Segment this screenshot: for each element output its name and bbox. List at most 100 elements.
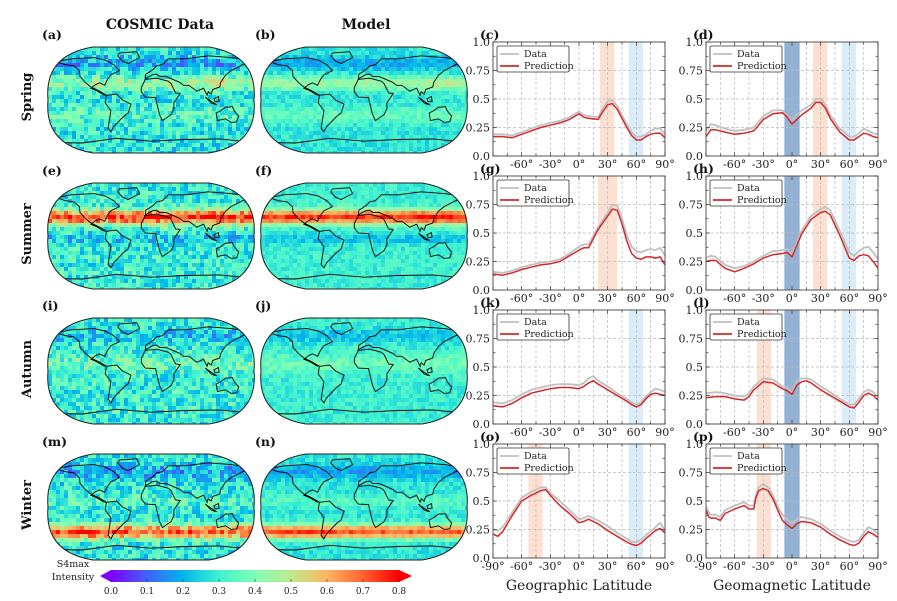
x-tick-label: -30° [539,426,562,439]
series-line-prediction [705,379,879,409]
y-tick-label: 0.5 [686,495,704,508]
x-tick-label: 0° [786,158,799,171]
panel-label: (o) [480,429,500,444]
x-tick-label: -90° [481,560,504,573]
y-tick-label: 0.5 [686,227,704,240]
coastline [47,51,255,153]
y-tick-label: 0.25 [466,256,491,269]
map-border [47,46,255,154]
y-tick-label: 0.5 [473,93,491,106]
x-tick-label: 0° [573,560,586,573]
coastline [47,187,255,289]
y-tick-label: 1.0 [473,438,491,451]
map-intensity-field [261,454,468,560]
map-panel: (f) [255,163,468,290]
series-line-prediction [705,210,879,273]
y-tick-label: 0.0 [686,552,704,565]
y-tick-label: 1.0 [473,36,491,49]
colorbar-max-extend [399,570,412,582]
x-tick-label: -30° [539,158,562,171]
map-border [260,317,468,425]
map-panel: (a) [42,27,255,154]
panel-label: (b) [255,27,276,42]
colorbar-tick-label: 0.2 [176,587,190,597]
y-tick-label: 0.25 [466,524,491,537]
x-tick-label: 30° [598,560,618,573]
series-line-prediction [492,208,666,276]
legend-label-prediction: Prediction [737,463,787,474]
series-line-data [492,375,666,406]
legend-label-prediction: Prediction [524,61,574,72]
map-panel: (n) [255,434,468,561]
colorbar-tick-label: 0.6 [320,587,335,597]
y-tick-label: 0.5 [686,93,704,106]
y-tick-label: 0.5 [473,495,491,508]
x-tick-label: 60° [840,426,860,439]
legend-label-prediction: Prediction [737,61,787,72]
panel-label: (l) [693,295,710,310]
y-tick-label: 0.0 [686,418,704,431]
legend-label-data: Data [524,317,547,328]
y-tick-label: 0.25 [679,390,704,403]
panel-label: (j) [255,298,271,313]
x-tick-label: 90° [655,426,675,439]
map-intensity-field [48,454,255,560]
highlight-band-orange [600,42,615,156]
legend-label-data: Data [737,317,760,328]
y-tick-label: 0.0 [686,284,704,297]
coastline [47,458,255,560]
colorbar-min-extend [100,570,111,582]
y-tick-label: 1.0 [473,304,491,317]
series-line-data [705,483,879,543]
x-tick-label: -30° [752,158,775,171]
x-tick-label: 90° [868,158,888,171]
x-tick-label: 0° [786,560,799,573]
chart-panel: (o) 0.0 0.25 0.5 0.75 1.0 -90° -60° -30° 0° 30° 60°… [466,429,675,594]
x-axis-label: Geographic Latitude [506,578,652,594]
x-tick-label: 30° [811,560,831,573]
legend-label-prediction: Prediction [524,329,574,340]
row-title-autumn: Autumn [20,339,35,399]
map-panels: (a) (b) (e) (f) (i) (j) (m) (n) [42,27,468,561]
y-tick-label: 0.75 [466,65,491,78]
map-intensity-field [261,47,468,153]
y-tick-label: 0.0 [473,284,491,297]
panel-label: (p) [693,429,714,444]
y-tick-label: 1.0 [686,304,704,317]
y-tick-label: 0.75 [466,199,491,212]
y-tick-label: 0.75 [679,199,704,212]
y-tick-label: 0.75 [679,65,704,78]
x-tick-label: 60° [627,560,647,573]
series-line-prediction [705,487,879,547]
panel-label: (c) [480,27,499,42]
column-title-model: Model [342,17,391,33]
x-tick-label: 90° [868,560,888,573]
y-tick-label: 0.25 [679,524,704,537]
chart-panel: (g) 0.0 0.25 0.5 0.75 1.0 -60° -30° 0° 30° 60° 90° D… [466,161,675,305]
x-tick-label: 60° [840,560,860,573]
x-tick-label: 0° [573,158,586,171]
colorbar-tick-label: 0.0 [104,587,119,597]
y-tick-label: 0.25 [466,122,491,135]
map-border [260,182,468,290]
coastline [260,458,468,560]
map-intensity-field [48,318,255,424]
map-intensity-field [48,47,255,153]
x-tick-label: -60° [723,292,746,305]
series-line-data [705,377,879,406]
row-title-spring: Spring [20,73,35,122]
series-line-data [705,98,879,138]
colorbar-label-line1: S4max [57,559,90,570]
map-panel: (m) [42,434,255,561]
legend-label-data: Data [524,451,547,462]
panel-label: (m) [42,434,67,449]
legend-label-data: Data [737,183,760,194]
x-tick-label: 30° [598,292,618,305]
highlight-band-orange [813,176,828,290]
panel-label: (i) [42,298,59,313]
y-tick-label: 1.0 [686,438,704,451]
map-panel: (b) [255,27,468,154]
x-tick-label: -60° [510,426,533,439]
